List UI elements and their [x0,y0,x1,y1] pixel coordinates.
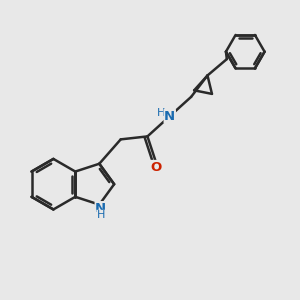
Text: H: H [157,108,165,118]
Text: O: O [150,160,161,173]
Text: N: N [164,110,175,123]
Text: N: N [95,202,106,215]
Text: H: H [97,210,105,220]
